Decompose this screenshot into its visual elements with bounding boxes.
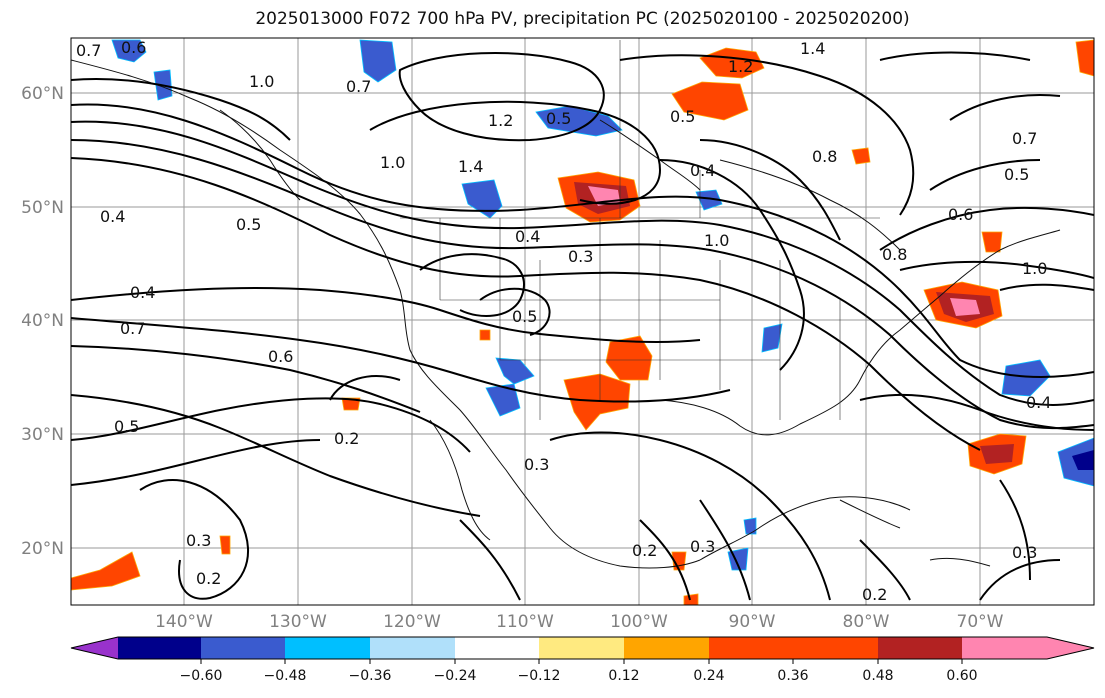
contour-label: 0.5 [236, 215, 261, 234]
lon-label: 130°W [269, 612, 327, 632]
colorbar-segment [793, 637, 878, 659]
lat-label: 60°N [21, 84, 64, 104]
lat-label: 20°N [21, 539, 64, 559]
contour-label: 0.7 [76, 41, 101, 60]
contour-label: 0.3 [186, 531, 211, 550]
state-borders [400, 40, 880, 420]
contour-label: 0.6 [948, 205, 973, 224]
contour-label: 0.2 [196, 569, 221, 588]
contour-label: 0.5 [546, 109, 571, 128]
contour-label: 0.5 [670, 107, 695, 126]
contour-label: 0.4 [690, 161, 715, 180]
colorbar-tick-label: −0.36 [349, 668, 392, 684]
contour-label: 0.4 [515, 227, 540, 246]
contour-label: 1.0 [380, 153, 405, 172]
colorbar-tick-label: 0.48 [862, 668, 893, 684]
graticule [71, 38, 1094, 605]
contour-label: 0.6 [268, 347, 293, 366]
contour-label: 0.4 [100, 207, 125, 226]
pv-contours [71, 51, 1094, 601]
colorbar-tick-label: −0.60 [180, 668, 223, 684]
contour-label: 1.2 [488, 111, 513, 130]
contour-label: 0.6 [121, 38, 146, 57]
lat-label: 50°N [21, 198, 64, 218]
lon-label: 80°W [843, 612, 890, 632]
colorbar-segment [118, 637, 201, 659]
contour-label: 1.2 [728, 57, 753, 76]
lon-label: 140°W [155, 612, 213, 632]
colorbar-tick-label: −0.12 [518, 668, 561, 684]
lon-label: 110°W [496, 612, 554, 632]
lon-label: 100°W [610, 612, 668, 632]
contour-label: 0.3 [524, 455, 549, 474]
contour-label: 1.4 [458, 157, 483, 176]
colorbar-tick-label: −0.48 [264, 668, 307, 684]
colorbar: −0.60 −0.48 −0.36 −0.24 −0.12 0.12 0.24 … [70, 636, 1095, 684]
colorbar-segment [285, 637, 370, 659]
lon-label: 70°W [957, 612, 1004, 632]
colorbar-extend-high [1047, 637, 1094, 659]
contour-label: 0.7 [1012, 129, 1037, 148]
contour-label: 0.7 [346, 77, 371, 96]
map-frame [70, 37, 1095, 606]
contour-label: 0.2 [334, 429, 359, 448]
contour-label: 0.2 [862, 585, 887, 604]
colorbar-tick-label: 0.12 [608, 668, 639, 684]
lat-label: 40°N [21, 311, 64, 331]
contour-label: 0.5 [1004, 165, 1029, 184]
contour-label: 0.5 [512, 307, 537, 326]
contour-label: 1.0 [249, 72, 274, 91]
contour-label: 0.3 [690, 537, 715, 556]
contour-label: 0.4 [1026, 393, 1051, 412]
contour-label: 1.4 [800, 39, 825, 58]
colorbar-tick-label: 0.36 [777, 668, 808, 684]
colorbar-segment [201, 637, 285, 659]
contour-label: 1.0 [1022, 259, 1047, 278]
lon-label: 90°W [729, 612, 776, 632]
contour-label: 0.5 [114, 417, 139, 436]
contour-label: 0.7 [120, 319, 145, 338]
colorbar-tick-label: 0.24 [693, 668, 724, 684]
latitude-labels: 60°N 50°N 40°N 30°N 20°N [21, 84, 64, 559]
colorbar-segment [878, 637, 962, 659]
colorbar-segment [962, 637, 1047, 659]
contour-label: 0.4 [130, 283, 155, 302]
colorbar-segment [370, 637, 455, 659]
map-title: 2025013000 F072 700 hPa PV, precipitatio… [255, 9, 910, 29]
colorbar-tick-label: 0.60 [946, 668, 977, 684]
longitude-labels: 140°W 130°W 120°W 110°W 100°W 90°W 80°W … [155, 612, 1004, 632]
contour-label: 0.3 [568, 247, 593, 266]
contour-label: 0.8 [812, 147, 837, 166]
contour-label: 1.0 [704, 231, 729, 250]
contour-labels: 0.7 0.6 1.0 0.7 1.2 1.0 1.4 0.5 0.4 0.5 … [76, 38, 1051, 604]
colorbar-extend-low [71, 637, 118, 659]
contour-label: 0.2 [632, 541, 657, 560]
colorbar-segment [624, 637, 709, 659]
colorbar-tick-label: −0.24 [434, 668, 477, 684]
colorbar-segment [709, 637, 793, 659]
colorbar-segment [455, 637, 539, 659]
coastlines [71, 59, 1061, 569]
colorbar-segment [539, 637, 624, 659]
precip-fill [71, 39, 1094, 605]
lon-label: 120°W [383, 612, 441, 632]
lat-label: 30°N [21, 425, 64, 445]
contour-label: 0.3 [1012, 543, 1037, 562]
contour-label: 0.8 [882, 245, 907, 264]
